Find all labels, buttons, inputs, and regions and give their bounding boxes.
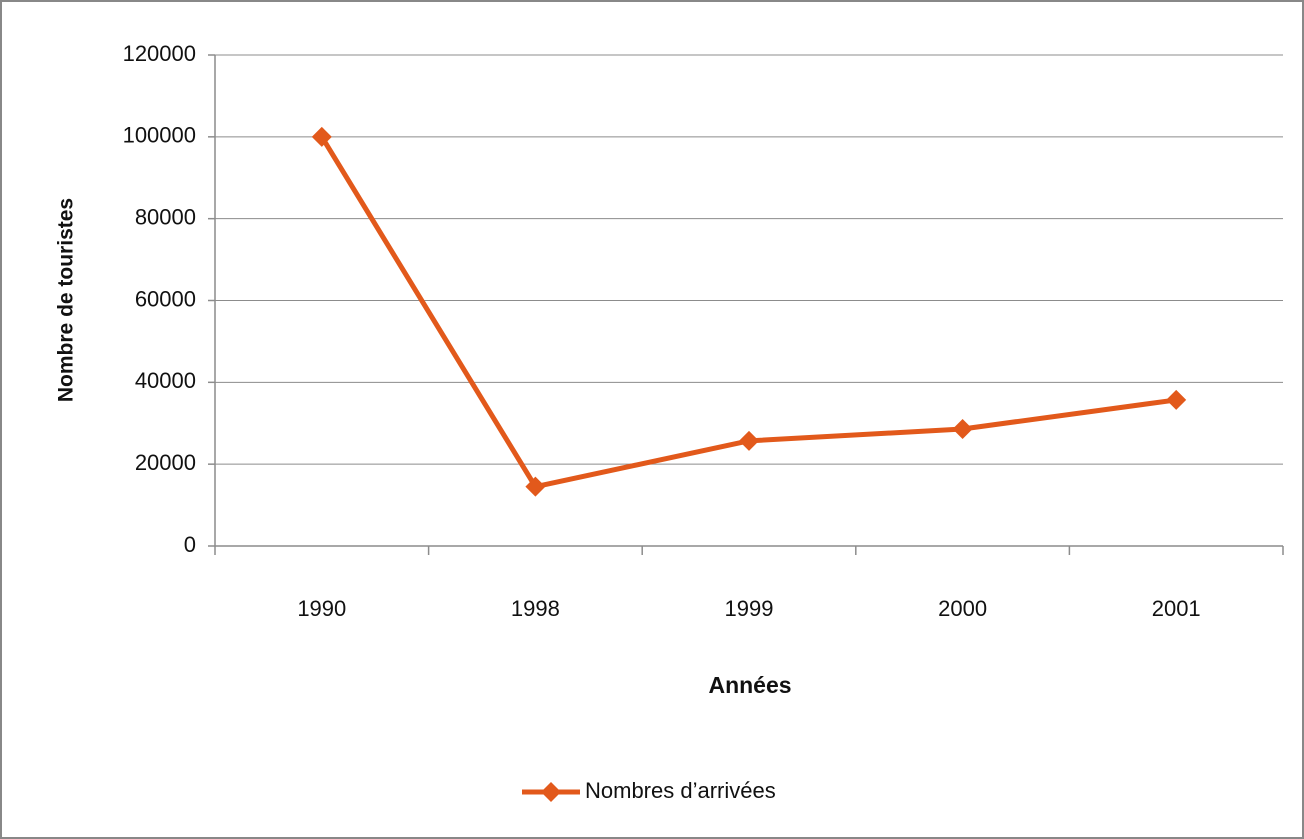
y-axis-title: Nombre de touristes bbox=[55, 198, 78, 402]
point-marker bbox=[952, 418, 973, 439]
y-tick-label: 100000 bbox=[123, 123, 196, 148]
point-marker bbox=[525, 476, 546, 497]
y-tick-label: 40000 bbox=[135, 368, 196, 393]
x-tick-label: 1998 bbox=[511, 596, 560, 621]
y-tick-label: 20000 bbox=[135, 450, 196, 475]
y-tick-label: 60000 bbox=[135, 286, 196, 311]
legend-marker bbox=[541, 782, 561, 802]
x-axis-title: Années bbox=[708, 672, 791, 698]
y-tick-label: 0 bbox=[184, 532, 196, 557]
x-tick-label: 1999 bbox=[725, 596, 774, 621]
legend-label: Nombres d’arrivées bbox=[585, 778, 776, 803]
point-marker bbox=[739, 430, 759, 451]
y-tick-label: 120000 bbox=[123, 41, 196, 66]
point-marker bbox=[1166, 389, 1187, 410]
x-tick-label: 2000 bbox=[938, 596, 987, 621]
x-tick-label: 2001 bbox=[1152, 596, 1201, 621]
point-marker bbox=[311, 126, 332, 147]
y-tick-label: 80000 bbox=[135, 204, 196, 229]
x-tick-label: 1990 bbox=[297, 596, 346, 621]
